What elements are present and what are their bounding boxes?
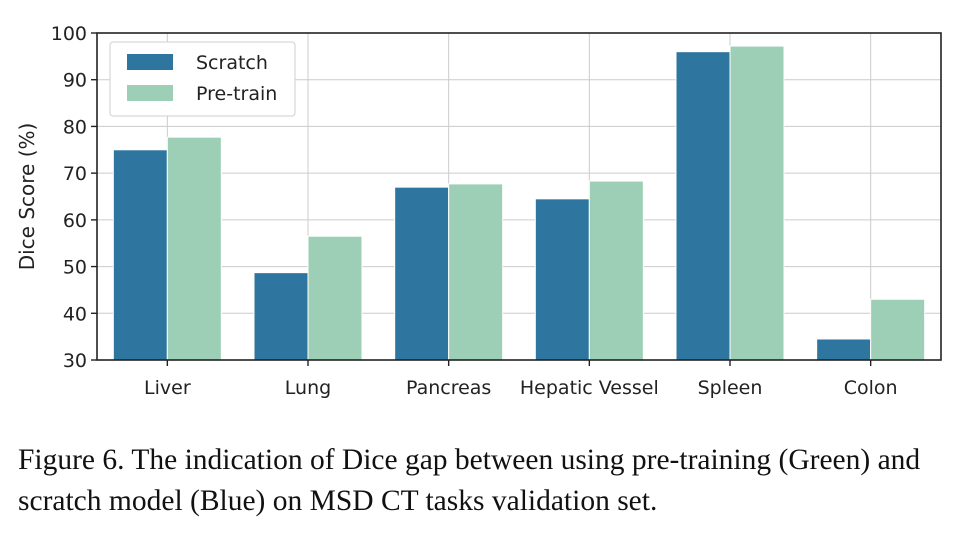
y-tick-label: 30 — [63, 350, 87, 372]
bar-scratch-colon — [816, 338, 872, 361]
bar-scratch-hepatic-vessel — [534, 198, 590, 361]
bar-pretrain-hepatic-vessel — [588, 180, 644, 361]
bar-pretrain-colon — [870, 298, 926, 361]
figure-caption: Figure 6. The indication of Dice gap bet… — [18, 444, 921, 517]
bar-scratch-lung — [253, 272, 309, 361]
bars — [112, 45, 926, 361]
legend-swatch-pretrain — [127, 85, 173, 101]
bar-scratch-liver — [112, 149, 168, 361]
y-tick-label: 100 — [51, 23, 87, 45]
y-tick-label: 50 — [63, 257, 87, 279]
x-tick-label: Lung — [285, 377, 331, 399]
x-tick-label: Hepatic Vessel — [520, 377, 659, 399]
legend: Scratch Pre-train — [109, 41, 296, 117]
y-axis-ticks: 30 40 50 60 70 80 90 100 — [51, 23, 97, 372]
y-tick-label: 70 — [63, 163, 87, 185]
y-tick-label: 40 — [63, 303, 87, 325]
x-tick-label: Spleen — [698, 377, 763, 399]
x-tick-label: Pancreas — [406, 377, 491, 399]
bar-scratch-spleen — [675, 51, 731, 361]
legend-label-scratch: Scratch — [196, 52, 268, 74]
x-tick-label: Colon — [844, 377, 898, 399]
x-axis-ticks: Liver Lung Pancreas Hepatic Vessel Spleen Col… — [144, 360, 898, 399]
bar-scratch-pancreas — [394, 186, 450, 361]
plot-frame — [96, 32, 942, 361]
bar-pretrain-spleen — [729, 45, 785, 361]
y-tick-label: 80 — [63, 116, 87, 138]
bar-pretrain-pancreas — [448, 183, 504, 361]
y-axis-label: Dice Score (%) — [15, 123, 39, 271]
x-tick-label: Liver — [144, 377, 191, 399]
bar-pretrain-lung — [307, 235, 363, 361]
bar-pretrain-liver — [166, 136, 222, 361]
y-tick-label: 90 — [63, 70, 87, 92]
y-tick-label: 60 — [63, 210, 87, 232]
dice-bar-chart: 30 40 50 60 70 80 90 100 Liver Lung Pancreas Hepat… — [15, 23, 942, 399]
legend-swatch-scratch — [127, 54, 173, 70]
legend-label-pretrain: Pre-train — [196, 83, 277, 105]
